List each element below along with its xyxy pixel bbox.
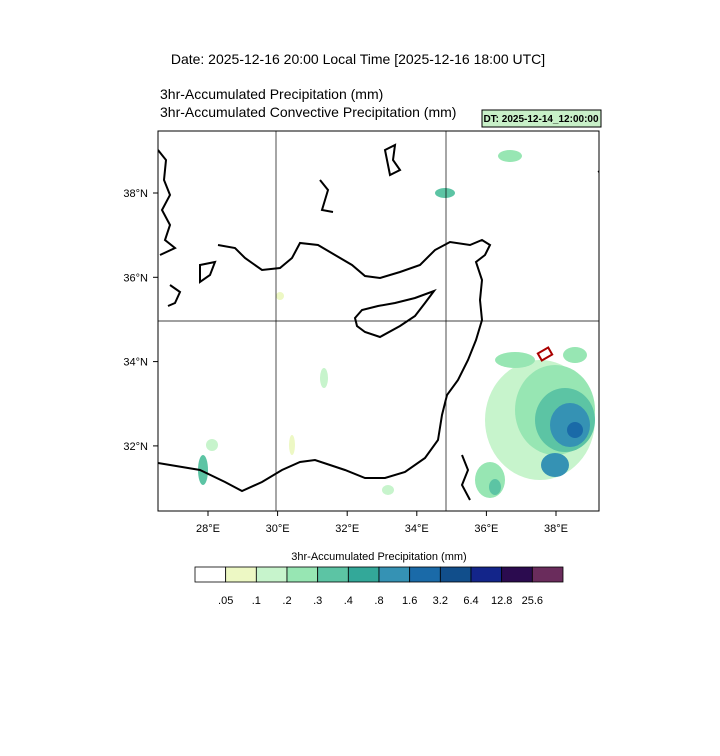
lat-label: 34°N (123, 357, 148, 369)
colorbar-swatch (225, 566, 257, 583)
lon-label: 36°E (474, 523, 498, 535)
colorbar-label: .3 (313, 595, 322, 607)
lon-label: 28°E (196, 523, 220, 535)
badge: DT: 2025-12-14_12:00:00 (483, 114, 599, 125)
colorbar-label: .05 (218, 595, 233, 607)
colorbar-swatch (470, 566, 503, 583)
subtitle: 3hr-Accumulated Precipitation (mm) (160, 86, 383, 102)
colorbar-label: 1.6 (402, 595, 417, 607)
colorbar-label: 6.4 (463, 595, 478, 607)
subtitle: 3hr-Accumulated Convective Precipitation… (160, 104, 456, 120)
colorbar-label: .2 (282, 595, 291, 607)
lon-label: 30°E (266, 523, 290, 535)
colorbar-label: 3.2 (433, 595, 448, 607)
colorbar-swatch (194, 566, 227, 583)
colorbar-swatch (347, 566, 380, 583)
colorbar-swatch (439, 566, 472, 583)
colorbar-label: .8 (374, 595, 383, 607)
coastlines (158, 143, 599, 501)
lat-label: 32°N (123, 441, 148, 453)
badge-box (481, 109, 602, 128)
colorbar-swatch (317, 566, 349, 583)
colorbar-swatch (255, 566, 288, 583)
colorbar-title: 3hr-Accumulated Precipitation (mm) (291, 551, 466, 563)
lat-label: 36°N (123, 272, 148, 284)
lon-label: 34°E (405, 523, 429, 535)
colorbar-swatch (501, 566, 533, 583)
precipitation (198, 150, 595, 498)
lat-label: 38°N (123, 188, 148, 200)
colorbar-label: .4 (344, 595, 353, 607)
colorbar-swatch (531, 566, 564, 583)
colorbar-label: .1 (252, 595, 261, 607)
colorbar-label: 12.8 (491, 595, 512, 607)
map-area (157, 130, 600, 512)
colorbar-label: 25.6 (522, 595, 543, 607)
colorbar-swatch (409, 566, 441, 583)
colorbar-swatch (286, 566, 319, 583)
lon-label: 32°E (335, 523, 359, 535)
colorbar-swatch (378, 566, 411, 583)
map-frame (157, 130, 600, 512)
lon-label: 38°E (544, 523, 568, 535)
title: Date: 2025-12-16 20:00 Local Time [2025-… (171, 51, 545, 67)
